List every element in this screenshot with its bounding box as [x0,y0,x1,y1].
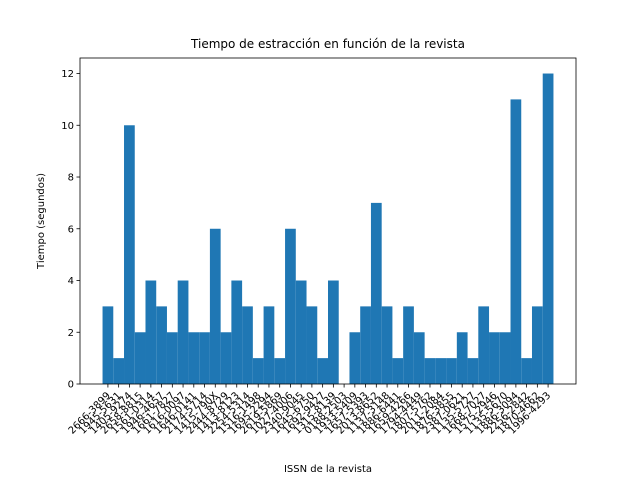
bar [306,306,318,384]
y-axis-label: Tiempo (segundos) [36,173,47,270]
bar [392,358,404,384]
y-tick-label: 12 [61,69,74,80]
y-tick-label: 6 [68,224,74,235]
bar [467,358,479,384]
bar [446,358,457,384]
bar [156,306,167,384]
bar [188,332,200,384]
bar [199,332,210,384]
bar [242,306,253,384]
chart-title: Tiempo de estracción en función de la re… [190,37,465,51]
bar [285,228,296,384]
bar [413,332,425,384]
bar [499,332,511,384]
plot-frame [79,57,577,385]
bar [381,306,393,384]
bar [145,280,157,384]
bar [209,228,221,384]
bar [424,358,436,384]
x-axis-label: ISSN de la revista [284,464,372,475]
bar [478,306,490,384]
bar [542,73,554,385]
bar [403,306,414,384]
bar [274,358,286,384]
bar [124,125,135,385]
bar [263,306,275,384]
bar [349,332,361,384]
bar [166,332,178,384]
y-tick-label: 8 [68,173,74,184]
y-tick-label: 10 [61,121,74,132]
bar [317,358,328,384]
bar [489,332,500,384]
bar [370,202,382,384]
bar [113,358,125,384]
bar [231,280,243,384]
bar [521,358,532,384]
bar [295,280,307,384]
y-tick-label: 0 [68,380,74,391]
y-tick-label: 4 [68,276,74,287]
bar [531,306,543,384]
bar [360,306,371,384]
bar [220,332,232,384]
bar [252,358,264,384]
bar [328,280,339,384]
bar [134,332,146,384]
bar [435,358,447,384]
bar [102,306,114,384]
bar [510,99,522,385]
bar [177,280,189,384]
bar [456,332,468,384]
y-tick-label: 2 [68,328,74,339]
